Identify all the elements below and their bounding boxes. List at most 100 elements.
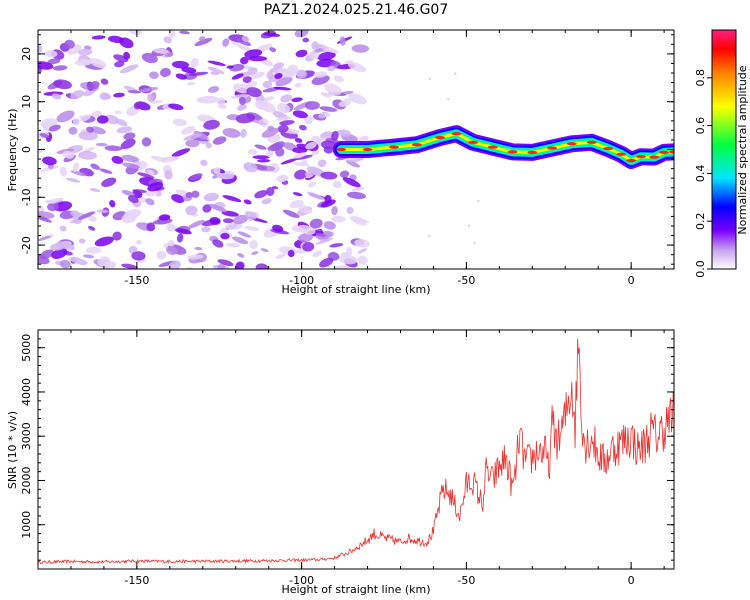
- heatmap-noise-cell: [48, 124, 61, 132]
- heatmap-noise-cell: [72, 117, 80, 126]
- heatmap-noise-cell: [217, 264, 226, 269]
- heatmap-noise-cell: [88, 215, 97, 222]
- heatmap-noise-cell: [194, 37, 213, 47]
- heatmap-noise-cell: [279, 120, 295, 126]
- colorbar-tick-label: 0.6: [694, 117, 707, 135]
- heatmap-noise-cell: [222, 195, 242, 202]
- heatmap-noise-cell: [320, 171, 338, 180]
- colorbar: 0.0 0.2 0.4 0.6 0.8 Normalized spectral ampl…: [694, 29, 749, 278]
- heatmap-noise-cell: [216, 97, 226, 106]
- heatmap-noise-cell: [331, 215, 346, 223]
- heatmap-noise-cell: [56, 110, 75, 123]
- heatmap-noise-cell: [275, 76, 293, 87]
- x-tick-label: 0: [628, 574, 635, 587]
- heatmap-noise-cell: [295, 154, 313, 160]
- heatmap-noise-cell: [135, 239, 142, 245]
- heatmap-noise-cell: [307, 191, 325, 201]
- heatmap-noise-cell: [272, 224, 284, 232]
- heatmap-noise-cell: [175, 73, 187, 80]
- heatmap-noise-cell: [269, 47, 277, 53]
- heatmap-speckle: [447, 97, 450, 101]
- heatmap-speckle: [473, 241, 476, 245]
- heatmap-noise-cell: [149, 71, 159, 79]
- snr-ticks: -150 -100 -50 0 1000 2000 3000 4000 5000: [20, 329, 674, 587]
- heatmap-noise-cell: [260, 248, 269, 253]
- heatmap-noise-cell: [216, 172, 235, 180]
- x-tick-label: -150: [124, 274, 149, 287]
- heatmap-noise-cell: [287, 249, 295, 258]
- heatmap-noise-cell: [39, 249, 54, 260]
- heatmap-noise-cell: [94, 236, 114, 247]
- heatmap-noise-cell: [133, 102, 141, 110]
- heatmap-noise-cell: [114, 60, 125, 68]
- heatmap-noise-cell: [222, 218, 234, 224]
- heatmap-noise-cell: [45, 199, 57, 204]
- heatmap-noise-cell: [174, 228, 192, 235]
- heatmap-noise-cell: [74, 59, 93, 66]
- ridge-peak: [336, 147, 347, 152]
- heatmap-noise-cell: [277, 124, 289, 133]
- ridge-peak: [547, 146, 558, 150]
- heatmap-noise-cell: [207, 60, 226, 66]
- heatmap-noise-cell: [120, 138, 136, 150]
- ridge-peak: [586, 140, 597, 144]
- heatmap-noise-cell: [79, 115, 91, 122]
- heatmap-noise-cell: [128, 195, 139, 204]
- heatmap-noise-cell: [311, 41, 319, 50]
- heatmap-noise-cell: [96, 115, 109, 124]
- heatmap-noise-cell: [304, 101, 320, 110]
- heatmap-noise-cell: [189, 173, 203, 181]
- ridge-peak: [659, 150, 670, 154]
- heatmap-noise-cell: [243, 162, 258, 173]
- heatmap-noise-cell: [141, 137, 152, 147]
- spectrogram-x-axis-title: Height of straight line (km): [281, 283, 430, 296]
- heatmap-noise-cell: [320, 46, 339, 54]
- heatmap-noise-cell: [123, 51, 131, 60]
- heatmap-noise-cell: [139, 87, 159, 92]
- heatmap-noise-cell: [232, 214, 249, 225]
- heatmap-noise-cell: [147, 93, 154, 103]
- heatmap-noise-cell: [232, 236, 249, 245]
- heatmap-noise-cell: [235, 37, 251, 46]
- heatmap-noise-cell: [99, 168, 113, 174]
- heatmap-noise-cell: [70, 219, 78, 224]
- colorbar-label: Normalized spectral amplitude: [736, 65, 749, 234]
- heatmap-noise-cell: [293, 152, 307, 159]
- heatmap-noise-cell: [132, 189, 147, 193]
- heatmap-speckle: [428, 235, 431, 238]
- heatmap-noise-cell: [86, 126, 94, 133]
- heatmap-noise-cell: [266, 187, 275, 196]
- heatmap-noise-cell: [176, 233, 184, 243]
- heatmap-noise-cell: [59, 225, 67, 232]
- heatmap-noise-cell: [109, 200, 116, 208]
- heatmap-noise-cell: [262, 80, 273, 89]
- heatmap-noise-cell: [252, 155, 270, 160]
- heatmap-noise-cell: [77, 151, 98, 160]
- heatmap-noise-cell: [283, 142, 297, 151]
- heatmap-noise-cell: [315, 232, 326, 237]
- heatmap-noise-cell: [299, 124, 307, 131]
- heatmap-noise-cell: [339, 170, 350, 178]
- heatmap-noise-cell: [292, 110, 308, 119]
- snr-panel: -150 -100 -50 0 1000 2000 3000 4000 5000 Height …: [6, 329, 675, 596]
- heatmap-noise-cell: [104, 145, 123, 152]
- heatmap-noise-cell: [51, 93, 62, 100]
- heatmap-noise-cell: [294, 137, 303, 143]
- y-tick-label: 2000: [20, 466, 33, 494]
- heatmap-noise-cell: [89, 187, 101, 193]
- heatmap-noise-cell: [324, 112, 331, 117]
- heatmap-noise-cell: [277, 103, 291, 114]
- heatmap-noise-cell: [123, 132, 136, 141]
- heatmap-noise-cell: [244, 49, 263, 58]
- heatmap-noise-cell: [323, 221, 336, 230]
- heatmap-noise-cell: [317, 51, 336, 61]
- heatmap-noise-cell: [127, 30, 142, 35]
- heatmap-noise-cell: [185, 191, 193, 199]
- y-tick-label: 10: [20, 95, 33, 109]
- heatmap-noise-cell: [145, 198, 155, 206]
- heatmap-noise-cell: [231, 73, 244, 80]
- heatmap-noise-cell: [357, 255, 368, 265]
- y-tick-label: -20: [20, 236, 33, 254]
